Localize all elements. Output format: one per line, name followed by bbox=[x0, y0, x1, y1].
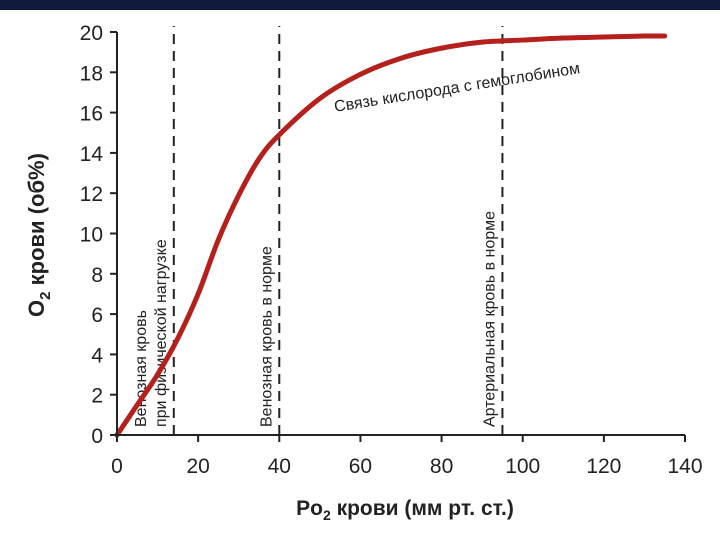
saturation-curve bbox=[114, 33, 668, 438]
reference-label: Артериальная кровь в норме bbox=[481, 211, 498, 427]
x-axis-ticks: 0 20 40 60 80 100 120 140 bbox=[111, 435, 703, 478]
reference-label: при физической нагрузке bbox=[153, 239, 170, 427]
x-axis-title: Po2 крови (мм рт. ст.) bbox=[296, 497, 514, 523]
x-tick-label: 100 bbox=[505, 455, 540, 478]
y-axis-title-main: O bbox=[24, 300, 49, 317]
curve-group: Связь кислорода с гемоглобином bbox=[114, 33, 668, 438]
x-tick-label: 60 bbox=[349, 455, 372, 478]
x-tick-label: 20 bbox=[186, 455, 209, 478]
x-tick-label: 140 bbox=[667, 455, 702, 478]
header-bar bbox=[0, 0, 720, 10]
y-tick-label: 18 bbox=[80, 62, 103, 85]
y-axis-title: O2 крови (об%) bbox=[24, 153, 54, 317]
x-axis-title-main: Po bbox=[296, 497, 323, 520]
y-tick-label: 6 bbox=[91, 304, 103, 327]
y-tick-label: 0 bbox=[91, 425, 103, 448]
y-tick-label: 10 bbox=[80, 224, 103, 247]
y-axis-title-rest: крови (об%) bbox=[24, 153, 49, 291]
y-tick-label: 20 bbox=[80, 22, 103, 45]
y-tick-label: 12 bbox=[80, 183, 103, 206]
x-tick-label: 0 bbox=[111, 455, 123, 478]
y-tick-label: 8 bbox=[91, 264, 103, 287]
y-axis-title-sub: 2 bbox=[37, 291, 54, 299]
x-tick-label: 120 bbox=[586, 455, 621, 478]
x-tick-label: 40 bbox=[268, 455, 291, 478]
y-tick-label: 2 bbox=[91, 385, 103, 408]
x-axis-title-sub: 2 bbox=[323, 507, 331, 523]
y-tick-label: 14 bbox=[80, 143, 104, 166]
y-tick-label: 4 bbox=[91, 344, 103, 367]
x-tick-label: 80 bbox=[430, 455, 453, 478]
reference-label: Венозная кровь bbox=[133, 310, 150, 427]
y-tick-label: 16 bbox=[80, 103, 103, 126]
y-axis-ticks: 0 2 4 6 8 10 12 14 16 18 20 bbox=[80, 22, 117, 448]
reference-label: Венозная кровь в норме bbox=[258, 246, 275, 427]
reference-lines bbox=[172, 26, 504, 435]
x-axis-title-rest: крови (мм рт. ст.) bbox=[331, 497, 514, 520]
